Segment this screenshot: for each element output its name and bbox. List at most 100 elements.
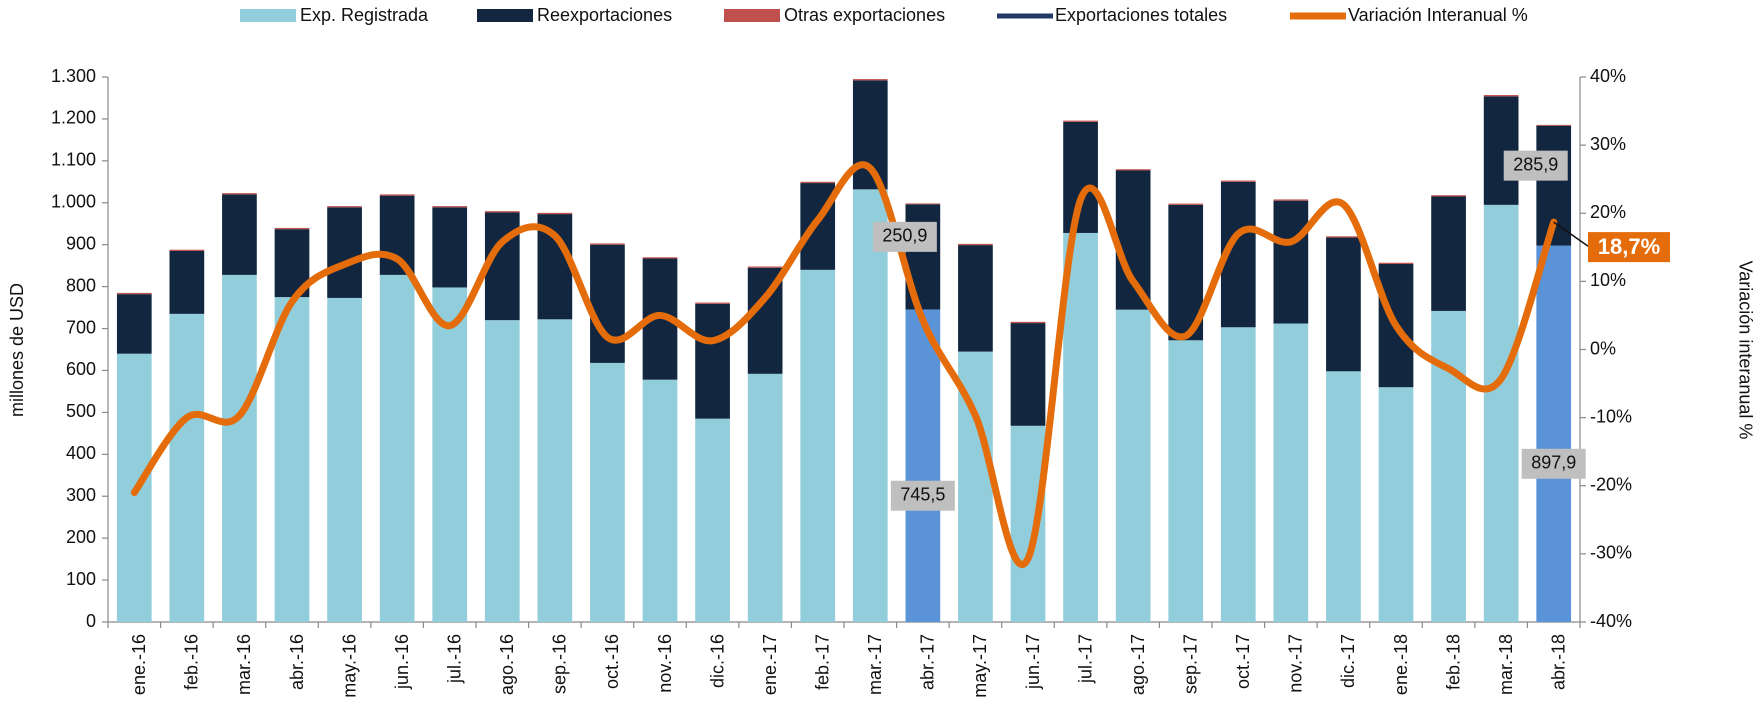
y-tick-label: 200 bbox=[66, 527, 96, 547]
bar bbox=[222, 274, 257, 622]
x-tick-label: mar.-18 bbox=[1496, 634, 1516, 695]
bar bbox=[484, 211, 520, 213]
x-tick-label: nov.-16 bbox=[655, 634, 675, 693]
y2-tick-label: 40% bbox=[1590, 66, 1626, 86]
bar bbox=[432, 207, 468, 288]
bar bbox=[1220, 180, 1256, 182]
legend-swatch bbox=[240, 9, 296, 22]
bar bbox=[1273, 323, 1309, 622]
x-tick-label: ene.-18 bbox=[1391, 634, 1411, 695]
bar bbox=[747, 373, 783, 622]
y-tick-label: 1.300 bbox=[51, 66, 96, 86]
x-tick-label: sep.-17 bbox=[1180, 634, 1200, 694]
bar bbox=[537, 212, 573, 215]
bar bbox=[852, 79, 888, 81]
value-label-box bbox=[890, 480, 955, 511]
bar bbox=[1168, 340, 1204, 622]
y2-tick-label: 0% bbox=[1590, 338, 1616, 358]
bar bbox=[327, 206, 362, 208]
value-label-box bbox=[1588, 232, 1670, 263]
bar bbox=[484, 320, 520, 622]
y-tick-label: 1.100 bbox=[51, 150, 96, 170]
bar bbox=[1063, 120, 1098, 122]
legend-label: Otras exportaciones bbox=[784, 5, 945, 25]
x-tick-label: feb.-17 bbox=[812, 634, 832, 690]
bar bbox=[958, 243, 993, 246]
value-label-box bbox=[872, 221, 937, 252]
y2-tick-label: -10% bbox=[1590, 406, 1632, 426]
x-tick-label: jun.-17 bbox=[1023, 634, 1043, 690]
bar bbox=[1431, 310, 1466, 622]
y2-tick-label: 20% bbox=[1590, 202, 1626, 222]
bar bbox=[1010, 323, 1046, 426]
value-label: 250,9 bbox=[882, 226, 927, 246]
y2-tick-label: 10% bbox=[1590, 270, 1626, 290]
bar bbox=[642, 379, 678, 622]
bar bbox=[1431, 196, 1466, 311]
x-tick-label: jun.-16 bbox=[392, 634, 412, 690]
bar bbox=[958, 245, 993, 352]
y-tick-label: 700 bbox=[66, 317, 96, 337]
y2-tick-label: -20% bbox=[1590, 475, 1632, 495]
bar bbox=[432, 206, 468, 208]
bar bbox=[432, 287, 468, 622]
bar bbox=[905, 309, 941, 622]
bar bbox=[379, 194, 415, 196]
bar bbox=[695, 302, 730, 304]
bar bbox=[169, 250, 205, 314]
x-tick-label: sep.-16 bbox=[550, 634, 570, 694]
bar bbox=[1010, 321, 1046, 324]
bar bbox=[1273, 200, 1309, 324]
bar bbox=[1115, 169, 1151, 171]
x-tick-label: feb.-16 bbox=[182, 634, 202, 690]
bar bbox=[1326, 371, 1361, 622]
bar bbox=[747, 266, 783, 268]
bar bbox=[169, 249, 205, 251]
bar bbox=[222, 193, 257, 195]
label-connector bbox=[1553, 221, 1589, 247]
y-tick-label: 500 bbox=[66, 401, 96, 421]
x-tick-label: jul.-17 bbox=[1075, 634, 1095, 684]
bar bbox=[1378, 387, 1414, 622]
bar bbox=[1115, 309, 1151, 622]
x-tick-label: may.-17 bbox=[970, 634, 990, 698]
bar bbox=[116, 292, 152, 295]
bar bbox=[222, 194, 257, 275]
bar bbox=[1326, 236, 1361, 238]
x-tick-label: ago.-16 bbox=[497, 634, 517, 695]
value-label: 18,7% bbox=[1598, 234, 1660, 259]
x-tick-label: abr.-18 bbox=[1548, 634, 1568, 690]
bar bbox=[1483, 204, 1519, 622]
bar bbox=[1431, 195, 1466, 197]
bar bbox=[800, 269, 836, 622]
y2-tick-label: -40% bbox=[1590, 611, 1632, 631]
value-label: 285,9 bbox=[1513, 154, 1558, 174]
x-tick-label: jul.-16 bbox=[444, 634, 464, 684]
x-tick-label: mar.-17 bbox=[865, 634, 885, 695]
bar bbox=[327, 207, 362, 298]
bar bbox=[537, 319, 573, 622]
x-tick-label: ene.-16 bbox=[129, 634, 149, 695]
legend-label: Variación Interanual % bbox=[1348, 5, 1528, 25]
bar bbox=[116, 294, 152, 354]
value-label-box bbox=[1521, 448, 1586, 479]
bar bbox=[274, 297, 310, 622]
bar bbox=[695, 418, 730, 622]
bar bbox=[1326, 237, 1361, 372]
x-tick-label: nov.-17 bbox=[1286, 634, 1306, 693]
bar bbox=[852, 189, 888, 622]
bar bbox=[169, 313, 205, 622]
bar bbox=[1063, 232, 1098, 622]
bar bbox=[1063, 121, 1098, 233]
legend-label: Reexportaciones bbox=[537, 5, 672, 25]
y-tick-label: 800 bbox=[66, 275, 96, 295]
x-tick-label: abr.-16 bbox=[287, 634, 307, 690]
bar bbox=[1115, 170, 1151, 310]
y-tick-label: 300 bbox=[66, 485, 96, 505]
bar bbox=[327, 297, 362, 622]
y-tick-label: 0 bbox=[86, 611, 96, 631]
bar bbox=[905, 203, 941, 205]
legend-label: Exportaciones totales bbox=[1055, 5, 1227, 25]
x-tick-label: abr.-17 bbox=[918, 634, 938, 690]
